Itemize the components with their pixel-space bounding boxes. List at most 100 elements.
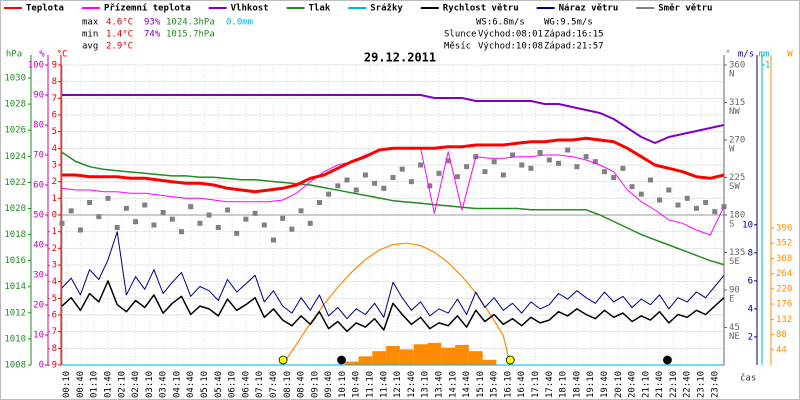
y-tick-label: 4 bbox=[52, 144, 57, 154]
direction-point bbox=[454, 174, 460, 180]
y-tick-label: 1030 bbox=[4, 74, 26, 84]
y-tick-label: 360 bbox=[729, 61, 745, 71]
x-tick-label: 05:10 bbox=[200, 371, 210, 398]
x-tick-label: 08:40 bbox=[297, 371, 307, 398]
x-tick-label: 19:40 bbox=[600, 371, 610, 398]
y-tick-label: -1 bbox=[46, 227, 57, 237]
y-tick-label: 9 bbox=[52, 61, 57, 71]
x-tick-label: 12:10 bbox=[393, 371, 403, 398]
direction-name: E bbox=[729, 295, 734, 305]
y-tick-label: 1026 bbox=[4, 126, 26, 136]
direction-point bbox=[500, 172, 506, 178]
x-tick-label: 10:10 bbox=[338, 371, 348, 398]
y-tick-label: 1014 bbox=[4, 282, 26, 292]
direction-point bbox=[574, 164, 580, 170]
legend-label: Náraz větru bbox=[559, 3, 619, 14]
direction-point bbox=[335, 183, 341, 189]
direction-point bbox=[160, 210, 166, 215]
solar-bar bbox=[372, 351, 387, 365]
solar-bar bbox=[468, 351, 483, 365]
x-tick-label: 17:40 bbox=[545, 371, 555, 398]
y-tick-label: -3 bbox=[46, 261, 57, 271]
direction-point bbox=[657, 197, 663, 203]
y-tick-label: 90 bbox=[729, 286, 740, 296]
direction-point bbox=[537, 150, 543, 155]
solar-bar bbox=[427, 342, 442, 365]
direction-point bbox=[565, 147, 571, 153]
axis-title: W bbox=[787, 50, 793, 60]
direction-point bbox=[684, 195, 690, 201]
direction-point bbox=[270, 237, 276, 243]
x-tick-label: 16:10 bbox=[503, 371, 513, 398]
x-tick-label: 14:10 bbox=[448, 371, 458, 398]
direction-point bbox=[362, 172, 368, 178]
y-tick-label: -4 bbox=[46, 277, 57, 287]
direction-point bbox=[68, 208, 74, 214]
direction-point bbox=[316, 200, 322, 205]
direction-point bbox=[638, 191, 644, 197]
direction-point bbox=[647, 177, 653, 183]
y-tick-label: 1020 bbox=[4, 204, 26, 214]
series-line bbox=[61, 151, 725, 266]
direction-point bbox=[556, 160, 561, 166]
sun-info: Západ:16:15 bbox=[544, 30, 604, 40]
y-tick-label: 132 bbox=[776, 315, 792, 325]
stat: 93% bbox=[144, 18, 161, 28]
direction-point bbox=[225, 207, 230, 213]
direction-point bbox=[372, 180, 378, 186]
x-tick-label: 09:10 bbox=[310, 371, 320, 398]
y-tick-label: 135 bbox=[729, 248, 745, 258]
direction-point bbox=[114, 225, 120, 230]
x-tick-label: 05:40 bbox=[214, 371, 224, 398]
y-tick-label: 50 bbox=[33, 211, 44, 221]
direction-point bbox=[151, 222, 157, 228]
x-tick-label: 02:40 bbox=[131, 371, 141, 398]
direction-point bbox=[243, 216, 249, 222]
moon-info: Východ:10:08 bbox=[478, 42, 543, 52]
y-tick-label: 308 bbox=[776, 254, 792, 264]
direction-point bbox=[601, 169, 607, 175]
direction-point bbox=[105, 195, 111, 201]
axis-title: hPa bbox=[6, 50, 22, 60]
y-tick-label: 4 bbox=[748, 304, 753, 314]
y-tick-label: 1028 bbox=[4, 100, 26, 110]
y-tick-label: 3 bbox=[52, 161, 57, 171]
x-tick-label: 13:40 bbox=[434, 371, 444, 398]
x-tick-label: 01:40 bbox=[103, 371, 113, 398]
sun-info: Východ:08:01 bbox=[478, 30, 543, 40]
y-tick-label: -5 bbox=[46, 294, 57, 304]
direction-point bbox=[482, 169, 488, 175]
direction-point bbox=[344, 177, 350, 183]
direction-name: NW bbox=[729, 107, 740, 117]
y-tick-label: 5 bbox=[52, 127, 57, 137]
y-tick-label: 10 bbox=[33, 331, 44, 341]
direction-point bbox=[179, 229, 185, 235]
direction-point bbox=[234, 230, 240, 236]
x-tick-label: 11:10 bbox=[366, 371, 376, 398]
solar-bar bbox=[386, 345, 400, 365]
solar-bar bbox=[399, 349, 414, 365]
x-tick-label: 23:10 bbox=[697, 371, 707, 398]
direction-point bbox=[620, 165, 626, 171]
x-tick-label: 18:10 bbox=[559, 371, 569, 398]
solar-bar bbox=[482, 359, 497, 365]
y-tick-label: 7 bbox=[52, 94, 57, 104]
x-tick-label: 00:40 bbox=[76, 371, 86, 398]
direction-point bbox=[289, 226, 295, 232]
y-tick-label: 45 bbox=[729, 323, 740, 333]
moon-info: Západ:21:57 bbox=[544, 42, 604, 52]
direction-point bbox=[77, 227, 83, 233]
y-tick-label: 30 bbox=[33, 271, 44, 281]
direction-point bbox=[96, 214, 102, 220]
direction-point bbox=[188, 204, 194, 210]
x-tick-label: 09:40 bbox=[324, 371, 334, 398]
series-line bbox=[61, 280, 725, 333]
direction-point bbox=[592, 159, 598, 165]
direction-point bbox=[510, 152, 516, 158]
direction-point bbox=[675, 202, 681, 208]
x-tick-label: 22:40 bbox=[683, 371, 693, 398]
series-line bbox=[62, 94, 725, 144]
direction-point bbox=[712, 209, 718, 215]
x-tick-label: 22:10 bbox=[669, 371, 679, 398]
y-tick-label: 10 bbox=[742, 220, 753, 230]
